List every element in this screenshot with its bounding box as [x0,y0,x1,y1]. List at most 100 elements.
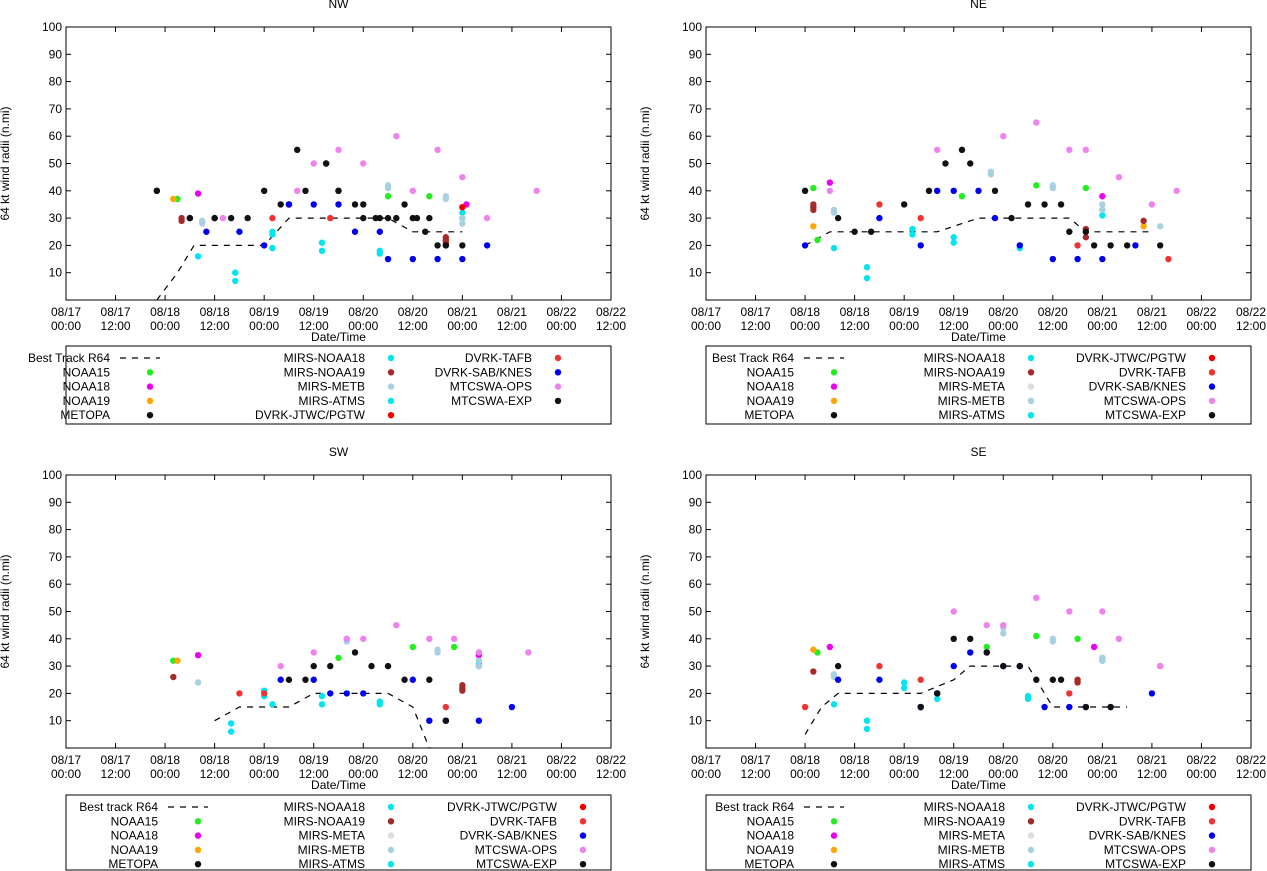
legend-label: DVRK-JTWC/PGTW [447,800,558,814]
y-tick-label: 10 [49,266,63,280]
chart-title: NW [329,0,350,11]
data-point [1057,201,1065,208]
legend-marker [579,803,587,811]
data-point [1099,608,1106,615]
data-point [1082,234,1090,241]
data-point [236,228,243,235]
x-tick-label-time: 12:00 [1236,319,1266,333]
data-point [1148,690,1156,697]
x-tick-label-date: 08/17 [741,305,771,319]
legend-marker [1208,818,1216,825]
legend-marker [554,369,562,376]
legend-label: METOPA [108,857,158,871]
data-point [203,228,210,235]
y-tick-label: 100 [682,468,702,482]
x-tick-label-time: 00:00 [546,319,576,333]
x-tick-label-date: 08/21 [447,753,477,767]
x-tick-label-date: 08/18 [790,305,820,319]
data-point [934,146,941,154]
x-tick-label-time: 00:00 [51,767,81,781]
legend-marker [194,832,202,839]
data-point [393,214,400,222]
data-point [1016,242,1023,249]
y-tick-label: 50 [49,605,63,619]
x-tick-label-date: 08/18 [840,753,870,767]
data-point [351,649,359,656]
x-tick-label-date: 08/22 [1186,305,1216,319]
legend-label: MIRS-ATMS [939,408,1005,422]
y-tick-label: 60 [49,129,63,143]
x-tick-label-time: 12:00 [200,767,230,781]
series-dvrk-sab-knes [834,649,1156,711]
data-point [459,209,466,216]
legend-marker [146,369,154,376]
legend-marker [830,832,838,839]
legend-marker [146,397,154,405]
legend-marker [387,846,395,854]
x-tick-label-date: 08/21 [1087,305,1117,319]
y-tick-label: 70 [689,550,703,564]
data-point [991,187,999,194]
data-point [1049,255,1057,263]
x-tick-label-date: 08/21 [1137,753,1167,767]
series-mirs-noaa19 [178,214,450,246]
data-point [318,692,326,700]
data-point [170,673,177,681]
data-point [826,643,834,651]
data-point [876,662,883,670]
x-tick-label-date: 08/19 [249,305,279,319]
legend-marker [387,412,395,419]
x-tick-label-time: 00:00 [150,767,180,781]
legend-marker [579,818,587,825]
legend-label: NOAA15 [63,365,111,379]
x-tick-label-date: 08/17 [101,305,131,319]
data-point [801,703,809,711]
data-point [227,720,235,727]
legend-label: DVRK-TAFB [465,351,532,365]
legend-marker [387,369,395,376]
data-point [1024,695,1032,703]
data-point [1082,703,1090,711]
data-point [194,651,202,659]
y-tick-label: 80 [49,523,63,537]
data-point [236,690,243,697]
series-noaa18 [826,179,1106,200]
legend-label: MTCSWA-EXP [451,394,532,408]
series-noaa19 [810,223,1147,230]
x-tick-label-date: 08/19 [299,305,329,319]
x-tick-label-time: 12:00 [200,319,230,333]
y-tick-label: 20 [49,238,63,252]
legend-label: DVRK-JTWC/PGTW [1076,351,1187,365]
x-tick-label-time: 12:00 [101,319,131,333]
data-point [483,242,491,249]
data-point [814,236,821,244]
data-point [475,657,483,664]
y-tick-label: 40 [49,184,63,198]
legend-label: METOPA [744,857,794,871]
legend-marker [554,397,562,405]
series-mtcswa-ops [826,119,1180,208]
x-tick-label-time: 00:00 [249,319,279,333]
legend-label: DVRK-TAFB [490,814,557,828]
data-point [900,679,908,686]
data-point [934,187,941,194]
data-point [1066,146,1073,154]
legend-marker [830,861,838,868]
data-point [983,643,990,651]
legend-label: MTCSWA-OPS [450,380,532,394]
legend-label: NOAA18 [747,829,795,843]
legend-marker [554,383,562,390]
series-mirs-noaa19 [810,668,1081,686]
data-point [1148,201,1156,208]
legend-marker [1208,412,1216,419]
x-tick-label-date: 08/20 [1038,305,1068,319]
data-point [294,146,301,154]
data-point [194,190,202,197]
data-point [219,214,227,222]
best-track-line [214,692,430,749]
legend-marker [194,818,202,825]
data-point [434,255,441,263]
legend-marker [579,861,587,868]
x-tick-label-time: 00:00 [988,767,1018,781]
data-point [863,264,871,271]
